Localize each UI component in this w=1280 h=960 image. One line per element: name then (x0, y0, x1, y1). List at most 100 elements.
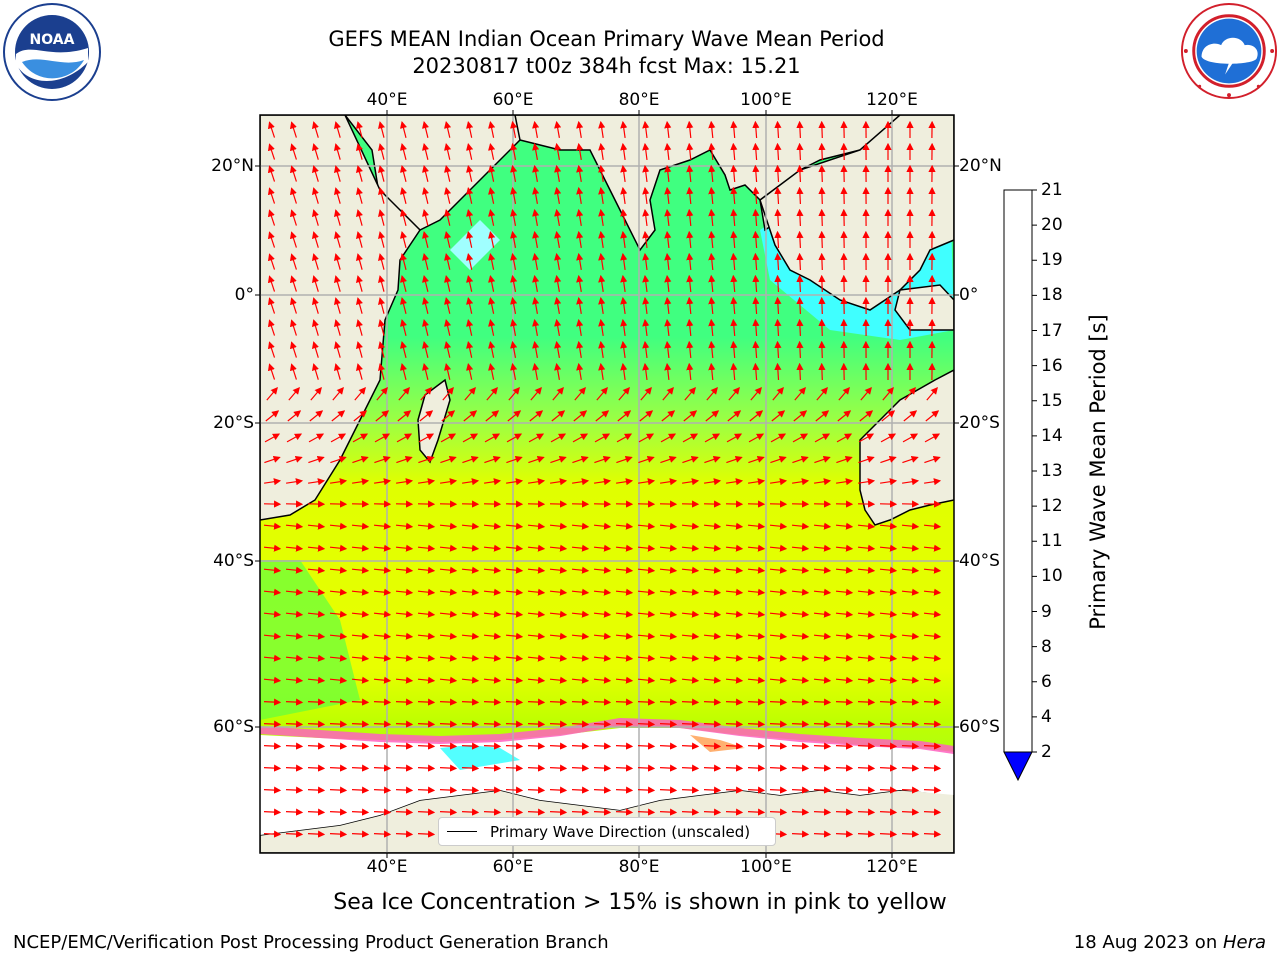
wave-direction-arrow (730, 340, 738, 359)
wave-direction-arrow (576, 252, 584, 270)
wave-direction-arrow (747, 764, 766, 772)
wave-direction-arrow (686, 362, 694, 381)
wave-direction-arrow (752, 362, 760, 381)
wave-direction-arrow (307, 742, 326, 750)
wave-direction-arrow (461, 808, 480, 816)
wave-direction-arrow (816, 386, 828, 401)
footer-machine: Hera (1222, 932, 1266, 953)
wave-direction-arrow (796, 318, 804, 337)
wave-direction-arrow (686, 274, 694, 293)
wave-direction-arrow (835, 522, 854, 530)
wave-direction-arrow (510, 362, 518, 381)
wave-direction-arrow (418, 478, 436, 486)
noaa-logo-text: NOAA (30, 32, 75, 48)
wave-direction-arrow (774, 142, 782, 161)
wave-direction-arrow (813, 676, 832, 684)
wave-direction-arrow (796, 164, 804, 183)
wave-direction-arrow (598, 362, 606, 380)
wave-direction-arrow (637, 544, 656, 552)
wave-direction-arrow (307, 808, 326, 816)
wave-direction-arrow (748, 433, 765, 443)
wave-direction-arrow (708, 274, 716, 293)
wave-direction-arrow (285, 522, 304, 530)
wave-direction-arrow (506, 455, 523, 464)
wave-direction-arrow (395, 742, 414, 750)
wave-direction-arrow (571, 698, 590, 706)
wave-direction-arrow (285, 632, 304, 640)
wave-direction-arrow (263, 610, 282, 618)
wave-direction-arrow (311, 187, 319, 204)
wave-direction-arrow (664, 362, 672, 380)
wave-direction-arrow (554, 340, 562, 359)
wave-direction-arrow (857, 720, 876, 728)
wave-direction-arrow (664, 318, 672, 336)
wave-direction-arrow (356, 209, 363, 226)
wave-direction-arrow (400, 297, 407, 314)
wave-direction-arrow (708, 340, 716, 359)
wave-direction-arrow (879, 632, 898, 640)
wave-direction-arrow (792, 455, 809, 464)
wave-direction-arrow (818, 142, 826, 161)
wave-direction-arrow (285, 544, 304, 552)
wave-direction-arrow (796, 340, 804, 359)
wave-direction-arrow (747, 522, 766, 530)
wave-direction-arrow (333, 143, 341, 160)
wave-direction-arrow (726, 478, 744, 486)
wave-direction-arrow (417, 544, 436, 552)
wave-direction-arrow (769, 544, 788, 552)
wave-direction-arrow (308, 455, 325, 464)
wave-direction-arrow (332, 386, 344, 401)
wave-direction-arrow (615, 588, 634, 596)
lon-label-bottom: 120°E (866, 857, 918, 877)
wave-direction-arrow (505, 676, 524, 684)
wave-direction-arrow (400, 121, 407, 138)
wave-direction-arrow (351, 632, 370, 640)
wave-direction-arrow (793, 410, 808, 422)
land-madagascar (417, 378, 451, 464)
wave-direction-arrow (730, 274, 738, 293)
colorbar-tick-label: 20 (1041, 215, 1063, 236)
wave-direction-arrow (396, 455, 413, 464)
wave-direction-arrow (615, 764, 634, 772)
wave-direction-arrow (333, 231, 341, 248)
wave-direction-arrow (616, 455, 633, 464)
wave-direction-arrow (593, 676, 612, 684)
colorbar-tick-label: 18 (1041, 285, 1063, 306)
wave-direction-arrow (263, 786, 282, 794)
wave-direction-arrow (356, 143, 363, 160)
wave-direction-arrow (329, 786, 348, 794)
wave-direction-arrow (725, 698, 744, 706)
wave-direction-arrow (527, 786, 546, 794)
wave-direction-arrow (642, 340, 650, 358)
wave-direction-arrow (880, 455, 897, 464)
wave-direction-arrow (857, 566, 876, 574)
wave-direction-arrow (307, 764, 326, 772)
wave-direction-arrow (488, 275, 496, 292)
wave-direction-arrow (615, 698, 634, 706)
wave-direction-arrow (703, 764, 722, 772)
wave-direction-arrow (439, 632, 458, 640)
wave-direction-arrow (397, 410, 412, 422)
wave-direction-arrow (725, 786, 744, 794)
wave-direction-arrow (289, 341, 297, 358)
wave-direction-arrow (686, 296, 694, 315)
wave-direction-arrow (395, 808, 414, 816)
wave-direction-arrow (461, 698, 480, 706)
map-legend: Primary Wave Direction (unscaled) (438, 817, 776, 846)
wave-direction-arrow (529, 410, 544, 422)
wave-direction-arrow (483, 742, 502, 750)
wave-direction-arrow (703, 808, 722, 816)
wave-direction-arrow (620, 362, 628, 380)
wave-direction-arrow (796, 362, 804, 381)
wave-direction-arrow (285, 566, 304, 574)
wave-direction-arrow (637, 786, 656, 794)
wave-direction-arrow (263, 632, 282, 640)
wave-direction-arrow (923, 676, 942, 684)
wave-direction-arrow (528, 478, 546, 486)
wave-direction-arrow (923, 544, 942, 552)
lon-label-bottom: 100°E (740, 857, 792, 877)
wave-direction-arrow (267, 253, 276, 270)
wave-direction-arrow (307, 720, 326, 728)
wave-direction-arrow (708, 164, 716, 183)
wave-direction-arrow (289, 319, 297, 336)
